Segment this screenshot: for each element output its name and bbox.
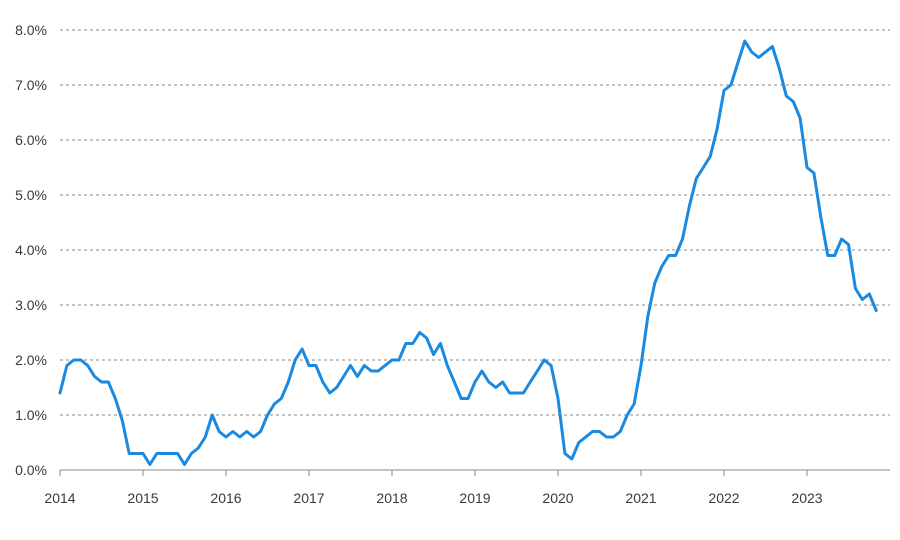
y-tick-label: 4.0% bbox=[15, 242, 47, 258]
y-tick-label: 0.0% bbox=[15, 462, 47, 478]
y-tick-label: 6.0% bbox=[15, 132, 47, 148]
x-tick-label: 2014 bbox=[44, 490, 75, 506]
y-tick-label: 7.0% bbox=[15, 77, 47, 93]
x-tick-label: 2017 bbox=[293, 490, 324, 506]
x-tick-label: 2019 bbox=[459, 490, 490, 506]
y-axis-labels: 0.0% 1.0% 2.0% 3.0% 4.0% 5.0% 6.0% 7.0% 8.0% bbox=[15, 22, 47, 478]
x-axis-labels: 2014 2015 2016 2017 2018 2019 2020 2021 2022 2023 bbox=[44, 490, 822, 506]
y-tick-label: 3.0% bbox=[15, 297, 47, 313]
y-tick-label: 5.0% bbox=[15, 187, 47, 203]
x-tick-label: 2021 bbox=[625, 490, 656, 506]
x-axis bbox=[59, 469, 890, 476]
x-tick-label: 2018 bbox=[376, 490, 407, 506]
x-tick-label: 2023 bbox=[791, 490, 822, 506]
y-tick-label: 2.0% bbox=[15, 352, 47, 368]
x-tick-label: 2016 bbox=[210, 490, 241, 506]
y-tick-label: 1.0% bbox=[15, 407, 47, 423]
x-tick-label: 2015 bbox=[127, 490, 158, 506]
x-tick-label: 2020 bbox=[542, 490, 573, 506]
grid-lines bbox=[60, 29, 890, 416]
x-tick-label: 2022 bbox=[708, 490, 739, 506]
series-layer bbox=[58, 39, 878, 466]
series-line bbox=[58, 39, 878, 466]
y-tick-label: 8.0% bbox=[15, 22, 47, 38]
